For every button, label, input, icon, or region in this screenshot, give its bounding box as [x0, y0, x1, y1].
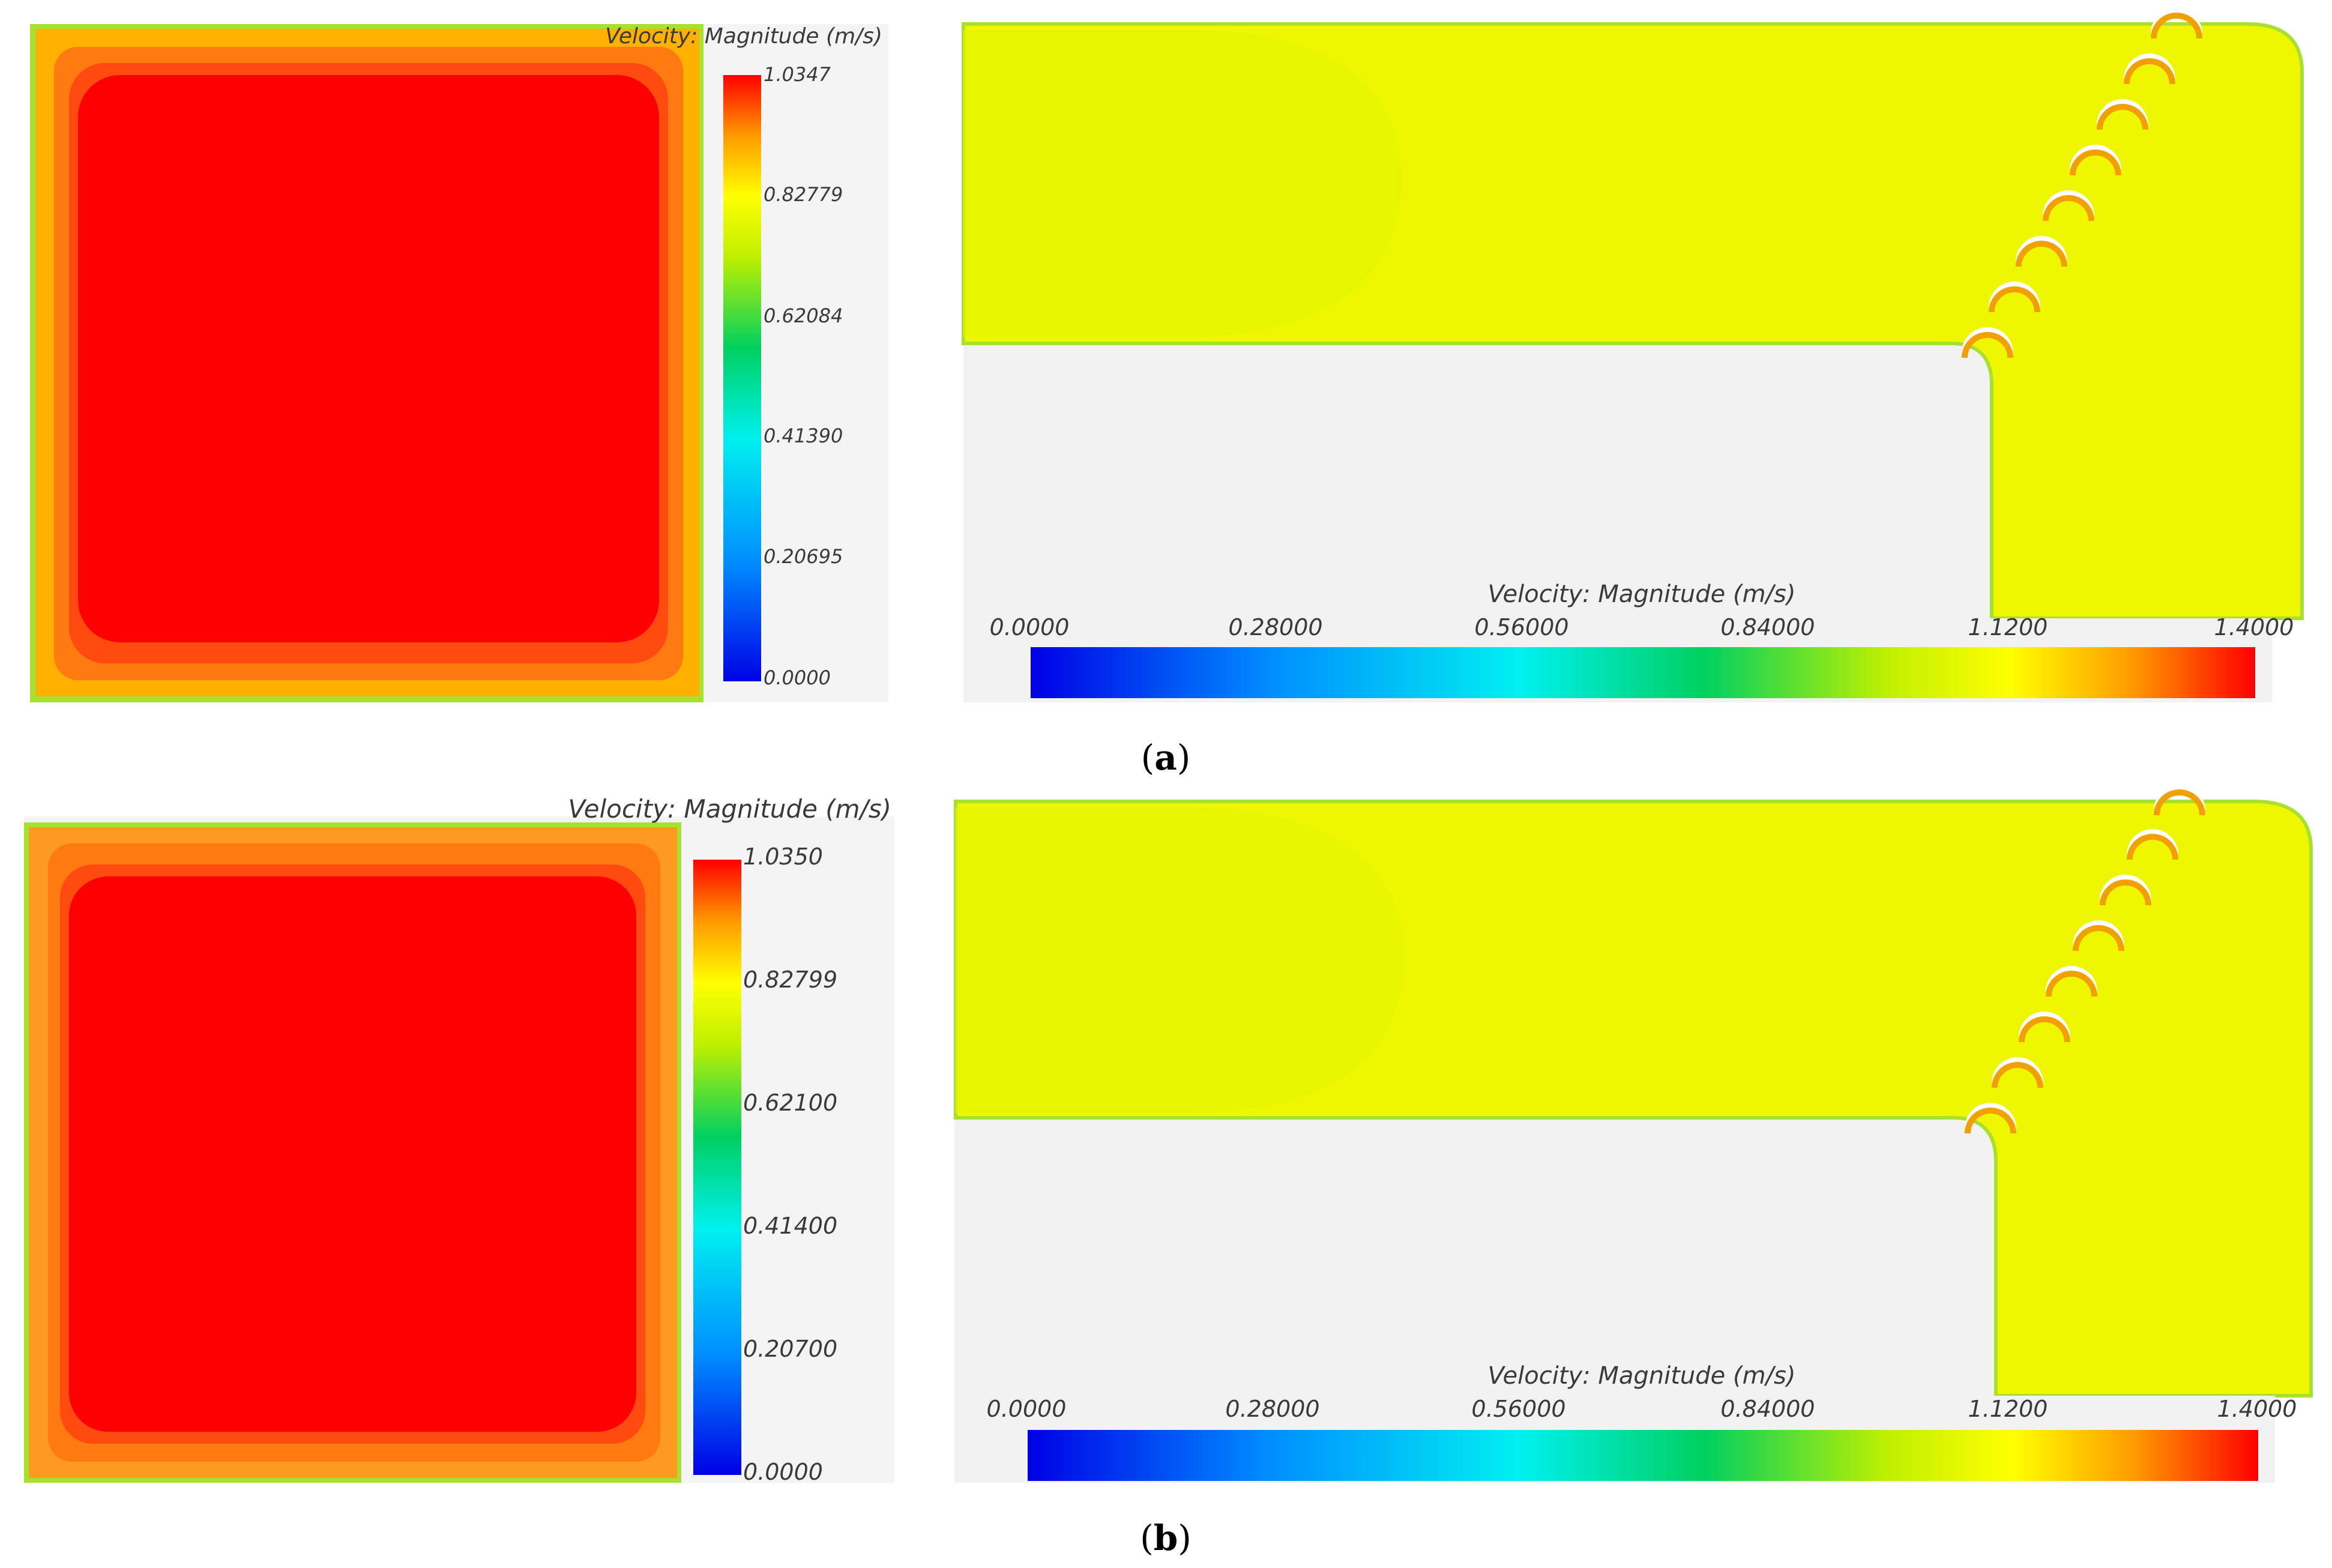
panel-a-left-tick-2: 0.62084 — [764, 304, 843, 327]
panel-b-right-tick-1: 0.28000 — [1225, 1396, 1319, 1422]
channel-inlet-profile — [963, 30, 1402, 337]
panel-b: Velocity: Magnitude (m/s) 1.0350 0.82799… — [24, 785, 2313, 1558]
panel-a-left-legend-title: Velocity: Magnitude (m/s) — [605, 24, 882, 49]
panel-a-right-legend-title: Velocity: Magnitude (m/s) — [1488, 580, 1796, 608]
panel-b-left-tick-4: 0.20700 — [743, 1336, 837, 1362]
panel-b-left-tick-5: 0.0000 — [743, 1459, 823, 1485]
panel-b-left-tick-0: 1.0350 — [743, 843, 823, 870]
panel-b-right-colorbar — [1028, 1430, 2258, 1481]
panel-b-left-colorbar — [693, 860, 741, 1475]
panel-a-cross-section: Velocity: Magnitude (m/s) 1.0347 0.82779… — [30, 24, 888, 702]
panel-a-left-tick-5: 0.0000 — [764, 666, 831, 689]
panel-b-cross-section: Velocity: Magnitude (m/s) 1.0350 0.82799… — [24, 794, 894, 1485]
panel-a-right-tick-1: 0.28000 — [1228, 614, 1322, 641]
panel-a-left-colorbar — [723, 75, 761, 681]
cross-section-core — [78, 75, 659, 642]
panel-a-left-tick-0: 1.0347 — [764, 63, 831, 86]
panel-a-right-tick-2: 0.56000 — [1474, 614, 1568, 641]
panel-a-right-tick-5: 1.4000 — [2214, 614, 2294, 641]
panel-b-left-tick-2: 0.62100 — [743, 1090, 837, 1116]
panel-a-caption: (a) — [1141, 737, 1191, 778]
panel-a-left-tick-1: 0.82779 — [764, 183, 843, 206]
panel-a-right-tick-4: 1.1200 — [1968, 614, 2048, 641]
panel-b-right-tick-5: 1.4000 — [2217, 1396, 2297, 1422]
panel-b-right-legend-title: Velocity: Magnitude (m/s) — [1488, 1362, 1796, 1390]
cross-section-core — [69, 876, 636, 1432]
panel-b-right-tick-3: 0.84000 — [1720, 1396, 1815, 1422]
panel-b-left-tick-3: 0.41400 — [743, 1213, 837, 1239]
panel-b-left-legend-title: Velocity: Magnitude (m/s) — [568, 794, 891, 824]
panel-b-caption: (b) — [1140, 1518, 1192, 1558]
panel-a-right-colorbar — [1031, 647, 2255, 698]
channel-inlet-profile — [956, 807, 1405, 1114]
panel-a-right-tick-3: 0.84000 — [1720, 614, 1815, 641]
panel-b-right-tick-0: 0.0000 — [987, 1396, 1067, 1422]
panel-a-channel-section: Velocity: Magnitude (m/s) 0.0000 0.28000… — [962, 8, 2304, 702]
panel-a: Velocity: Magnitude (m/s) 1.0347 0.82779… — [30, 8, 2304, 778]
panel-b-channel-section: Velocity: Magnitude (m/s) 0.0000 0.28000… — [954, 785, 2313, 1483]
panel-a-left-tick-3: 0.41390 — [764, 424, 843, 447]
panel-b-right-tick-2: 0.56000 — [1471, 1396, 1565, 1422]
panel-b-right-tick-4: 1.1200 — [1968, 1396, 2048, 1422]
panel-a-right-tick-0: 0.0000 — [990, 614, 1070, 641]
panel-b-left-tick-1: 0.82799 — [743, 966, 837, 993]
channel-guide-vanes — [1965, 785, 2205, 1134]
channel-guide-vanes — [1962, 8, 2202, 358]
panel-a-left-tick-4: 0.20695 — [764, 545, 843, 568]
